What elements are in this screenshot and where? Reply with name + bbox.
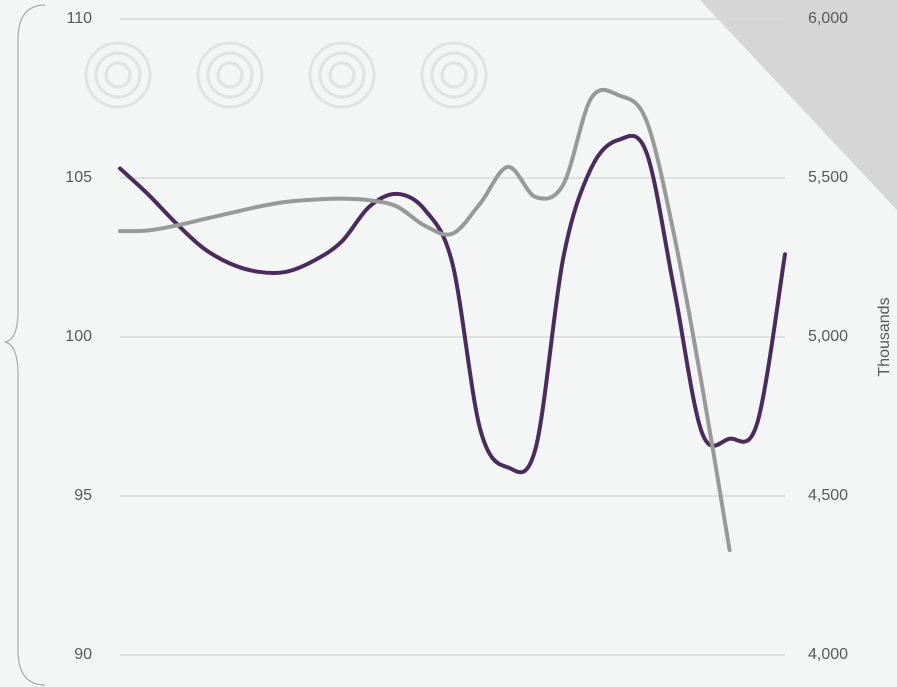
target-decorations bbox=[84, 41, 488, 109]
y2-tick-label: 5,500 bbox=[808, 169, 848, 186]
y2-tick-label: 4,000 bbox=[808, 646, 848, 663]
y-tick-label: 95 bbox=[74, 487, 92, 504]
line-series bbox=[118, 87, 732, 553]
y-tick-label: 105 bbox=[65, 169, 92, 186]
y-tick-label: 110 bbox=[66, 10, 92, 27]
y-tick-label: 90 bbox=[74, 646, 92, 663]
y-tick-label: 100 bbox=[65, 328, 92, 345]
y2-tick-label: 6,000 bbox=[808, 10, 848, 27]
brace-decoration bbox=[4, 4, 46, 686]
line-series bbox=[118, 133, 787, 475]
y2-axis-label: Thousands bbox=[876, 297, 893, 376]
y2-tick-label: 4,500 bbox=[808, 487, 848, 504]
y2-tick-label: 5,000 bbox=[808, 328, 848, 345]
corner-decoration bbox=[700, 0, 897, 210]
